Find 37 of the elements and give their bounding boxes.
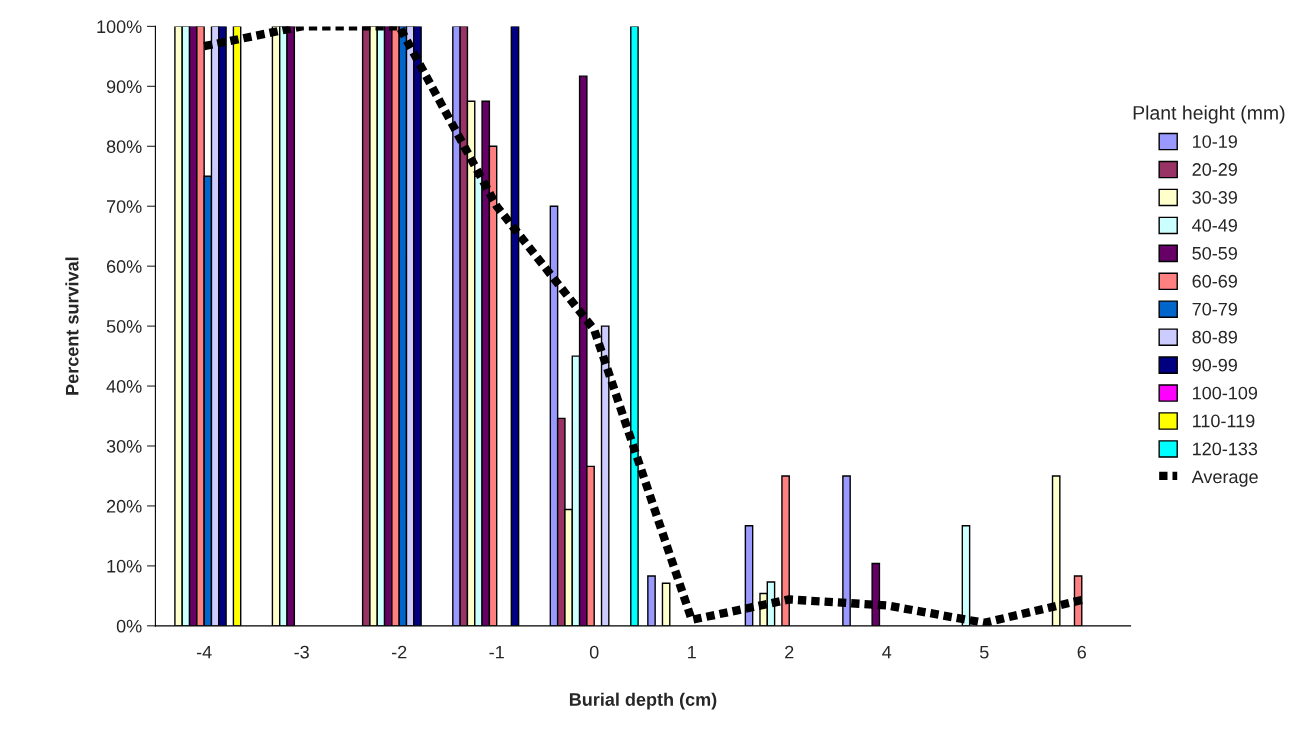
y-tick-label: 80% xyxy=(106,140,142,153)
y-tick-label: 20% xyxy=(106,499,142,513)
x-tick-label: 5 xyxy=(979,645,989,659)
y-tick-label: 30% xyxy=(106,439,142,453)
legend-label: 50-59 xyxy=(1192,246,1237,260)
x-tick-label: -4 xyxy=(196,645,212,659)
x-tick-label: 2 xyxy=(785,645,794,659)
y-axis-title: Percent survival xyxy=(65,257,79,395)
x-tick-label: -3 xyxy=(294,645,309,659)
y-tick-label: 100% xyxy=(97,20,142,34)
legend-label: 30-39 xyxy=(1192,191,1237,204)
legend-label: 80-89 xyxy=(1192,330,1237,344)
y-tick-label: 50% xyxy=(106,320,142,333)
legend-title: Plant height (mm) xyxy=(1133,105,1285,124)
legend-label: 20-29 xyxy=(1192,163,1237,176)
x-tick-label: 4 xyxy=(882,645,892,659)
x-tick-label: 1 xyxy=(688,645,696,659)
x-tick-label: -1 xyxy=(489,645,504,659)
y-tick-label: 10% xyxy=(107,559,142,573)
legend-label: 40-49 xyxy=(1192,218,1237,232)
x-tick-label: 6 xyxy=(1077,645,1087,659)
x-axis-title: Burial depth (cm) xyxy=(569,692,717,710)
legend-label: 60-69 xyxy=(1192,274,1237,288)
y-tick-label: 70% xyxy=(106,200,142,213)
y-tick-label: 90% xyxy=(106,80,142,94)
legend-label: 10-19 xyxy=(1193,135,1237,148)
y-tick-label: 60% xyxy=(106,260,142,273)
legend-label: 120-133 xyxy=(1193,442,1258,456)
legend-label: 70-79 xyxy=(1192,302,1237,316)
x-tick-label: -2 xyxy=(391,645,407,659)
legend-label: 90-99 xyxy=(1192,358,1237,372)
y-tick-label: 0% xyxy=(116,619,142,633)
y-tick-label: 40% xyxy=(106,379,142,393)
x-tick-label: 0 xyxy=(589,645,599,659)
legend-label: Average xyxy=(1191,470,1258,487)
legend-label: 100-109 xyxy=(1193,386,1258,400)
legend-label: 110-119 xyxy=(1193,414,1255,428)
